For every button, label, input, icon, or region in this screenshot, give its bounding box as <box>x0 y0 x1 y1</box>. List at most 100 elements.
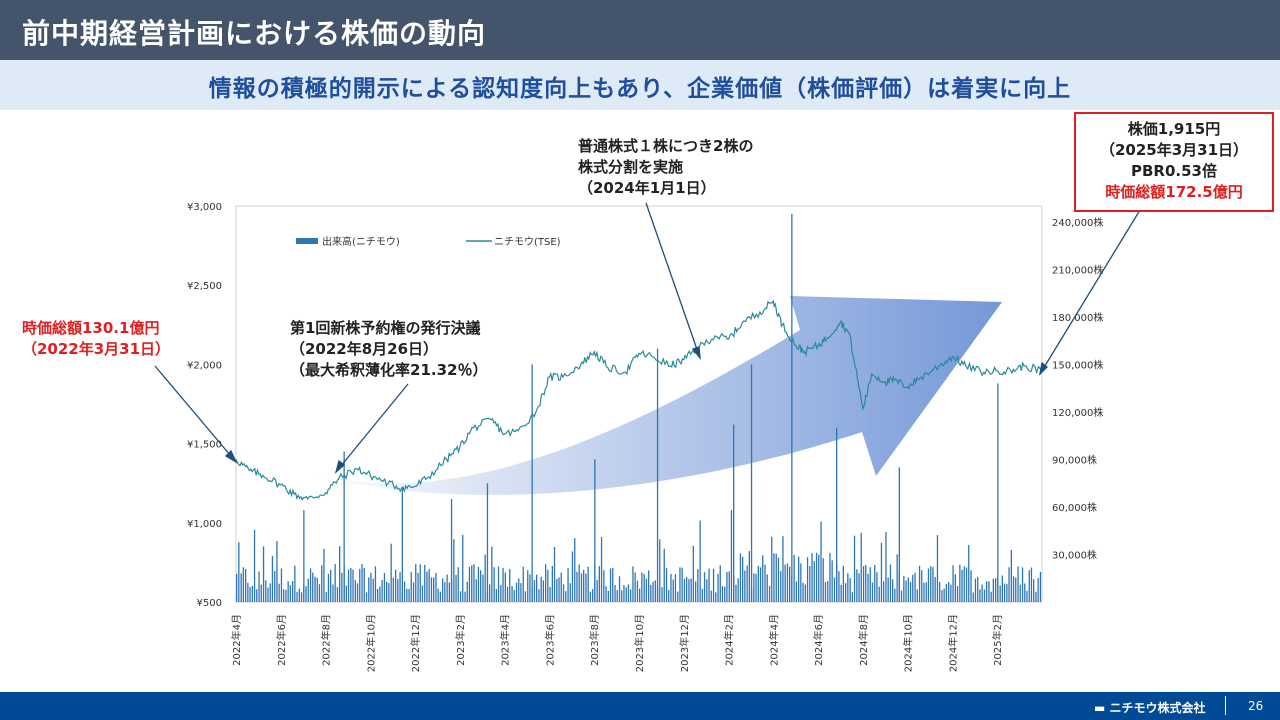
volume-bar <box>683 578 686 602</box>
volume-bar <box>654 580 656 602</box>
volume-bar <box>347 569 350 602</box>
volume-bar <box>965 567 968 602</box>
volume-bar <box>990 591 992 602</box>
volume-bar <box>578 564 580 602</box>
footer-bar: ▬ ニチモウ株式会社 26 <box>0 692 1280 720</box>
volume-spike <box>791 213 793 602</box>
volume-bar <box>585 573 587 602</box>
legend-volume-swatch <box>296 238 318 244</box>
volume-bar <box>415 564 417 602</box>
volume-bar <box>822 558 824 602</box>
volume-bar <box>558 577 560 602</box>
volume-bar <box>887 577 889 602</box>
volume-bar <box>491 546 493 602</box>
volume-bar <box>271 555 274 602</box>
volume-bar <box>468 566 471 602</box>
legend-price-label: ニチモウ(TSE) <box>494 236 561 248</box>
volume-bar <box>860 532 862 602</box>
start-note-line1: 時価総額130.1億円 <box>22 319 160 337</box>
volume-bar <box>511 586 513 602</box>
volume-bar <box>1010 549 1012 602</box>
volume-spike <box>401 488 403 602</box>
volume-bar <box>426 571 428 602</box>
volume-bar <box>542 580 544 602</box>
volume-bar <box>730 510 733 602</box>
volume-bar <box>802 582 804 602</box>
warrant-note-line2: （2022年8月26日） <box>290 340 439 358</box>
volume-bar <box>849 578 851 602</box>
volume-bars <box>236 213 1042 602</box>
volume-bar <box>545 564 547 602</box>
volume-bar <box>428 569 430 602</box>
volume-bar <box>820 521 822 602</box>
volume-bar <box>641 572 643 602</box>
warrant-note: 第1回新株予約権の発行決議 （2022年8月26日） （最大希釈薄化率21.32… <box>290 318 487 381</box>
volume-bar <box>439 591 441 602</box>
callout-arrows <box>154 202 1141 474</box>
volume-bar <box>784 564 786 602</box>
volume-bar <box>907 577 909 602</box>
volume-bar <box>950 584 952 602</box>
volume-bar <box>824 582 827 602</box>
page-number: 26 <box>1248 699 1264 713</box>
volume-bar <box>894 588 896 602</box>
volume-bar <box>518 578 520 602</box>
volume-bar <box>612 567 614 602</box>
volume-bar <box>417 572 419 602</box>
volume-bar <box>845 583 847 602</box>
volume-bar <box>551 566 553 602</box>
volume-bar <box>815 552 818 602</box>
volume-bar <box>473 564 475 602</box>
volume-bar <box>912 574 914 602</box>
volume-bar <box>283 589 285 602</box>
company-logo: ▬ ニチモウ株式会社 <box>1094 699 1206 716</box>
page-title: 前中期経営計画における株価の動向 <box>22 17 487 50</box>
volume-bar <box>896 554 898 602</box>
volume-bar <box>446 574 448 602</box>
volume-bar <box>421 585 424 602</box>
volume-bar <box>643 573 645 602</box>
x-tick-label: 2024年10月 <box>902 614 915 672</box>
volume-bar <box>956 586 959 602</box>
volume-bar <box>276 541 278 602</box>
volume-bar <box>289 585 291 602</box>
volume-bar <box>298 588 300 602</box>
volume-bar <box>663 548 665 602</box>
volume-bar <box>587 566 589 602</box>
volume-spike <box>531 364 533 602</box>
volume-bar <box>963 566 965 602</box>
volume-bar <box>900 590 903 602</box>
volume-bar <box>238 542 240 602</box>
right-tick-label: 150,000株 <box>1052 358 1103 371</box>
x-tick-label: 2022年12月 <box>409 614 422 672</box>
volume-bar <box>260 584 262 602</box>
volume-bar <box>527 570 529 602</box>
volume-bar <box>1035 591 1037 602</box>
volume-bar <box>471 565 473 602</box>
volume-bar <box>365 592 368 602</box>
volume-bar <box>444 582 446 602</box>
volume-bar <box>305 586 307 602</box>
volume-bar <box>811 553 813 602</box>
volume-bar <box>636 580 639 602</box>
volume-bar <box>330 569 332 602</box>
volume-bar <box>354 580 356 602</box>
volume-bar <box>321 565 323 602</box>
volume-bar <box>314 576 316 602</box>
page-subtitle: 情報の積極的開示による認知度向上もあり、企業価値（株価評価）は着実に向上 <box>208 76 1072 102</box>
volume-bar <box>600 537 603 602</box>
volume-bar <box>954 574 956 602</box>
volume-bar <box>703 572 706 602</box>
volume-bar <box>1024 583 1026 602</box>
volume-bar <box>625 587 627 602</box>
volume-bar <box>336 587 339 602</box>
volume-bar <box>959 564 961 602</box>
volume-bar <box>909 582 912 602</box>
volume-bar <box>464 591 466 602</box>
volume-bar <box>287 581 289 602</box>
volume-bar <box>925 582 927 602</box>
volume-bar <box>813 561 815 602</box>
x-tick-label: 2024年4月 <box>767 614 780 666</box>
volume-bar <box>800 563 802 602</box>
